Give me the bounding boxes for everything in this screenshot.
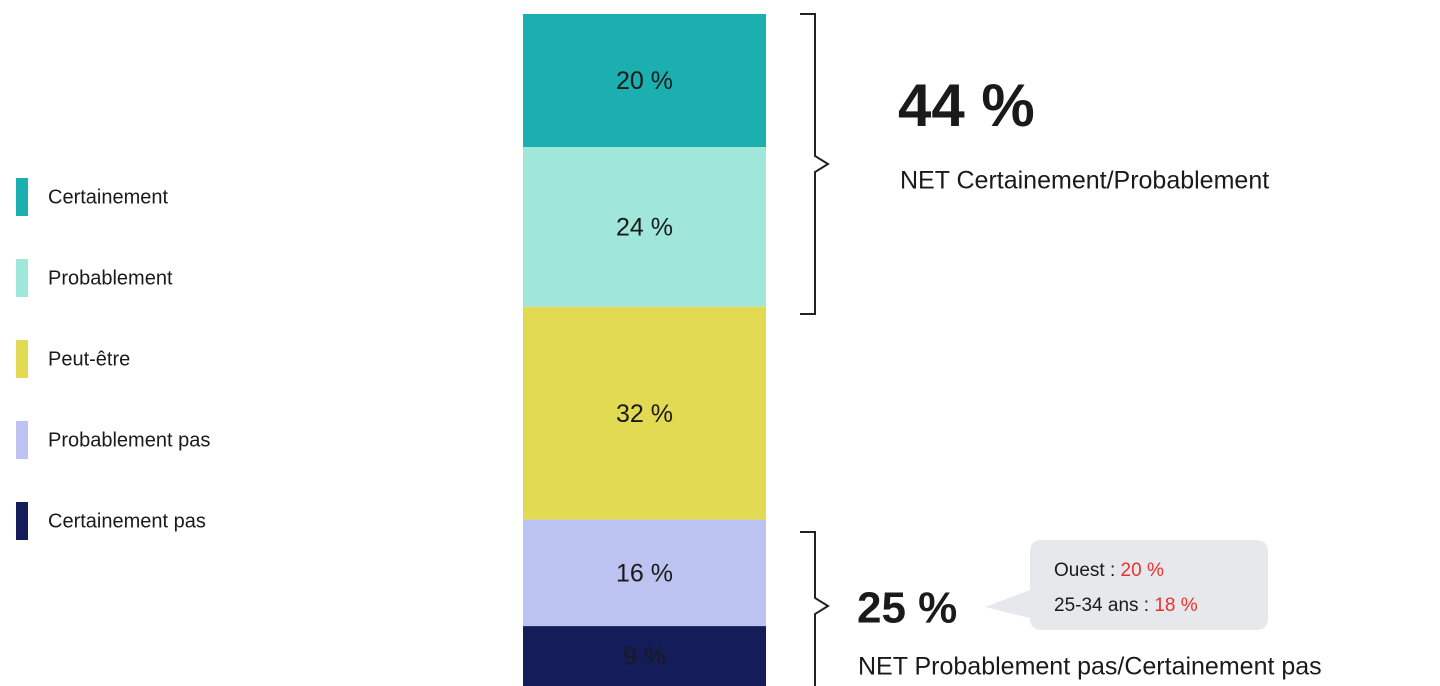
callout-label: 25-34 ans :: [1054, 595, 1149, 616]
value-label: 24 %: [616, 214, 673, 242]
legend-swatch: [16, 178, 28, 216]
value-label: 32 %: [616, 400, 673, 428]
value-label: 16 %: [616, 560, 673, 588]
callout-box: [985, 540, 1268, 630]
value-label: 9 %: [623, 643, 666, 671]
callout-value: 20 %: [1121, 560, 1164, 581]
bar-segment: [523, 147, 766, 307]
callout-value: 18 %: [1154, 595, 1197, 616]
bar-segment: [523, 14, 766, 148]
legend-swatch: [16, 340, 28, 378]
bar-segment: [523, 306, 766, 520]
legend-label: Certainement pas: [48, 510, 206, 532]
net-value: 25 %: [857, 584, 957, 633]
net-label: NET Certainement/Probablement: [900, 167, 1269, 195]
legend-label: Probablement pas: [48, 429, 210, 451]
value-label: 20 %: [616, 67, 673, 95]
callout-label: Ouest :: [1054, 560, 1115, 581]
legend-swatch: [16, 259, 28, 297]
bracket-top: [800, 13, 830, 315]
legend-swatch: [16, 421, 28, 459]
bar-segment: [523, 626, 766, 686]
callout-line: 25-34 ans : 18 %: [1054, 595, 1198, 616]
net-value: 44 %: [898, 72, 1035, 139]
callout-line: Ouest : 20 %: [1054, 560, 1164, 581]
legend-swatch: [16, 502, 28, 540]
net-label: NET Probablement pas/Certainement pas: [858, 653, 1322, 681]
bracket-bottom: [800, 531, 830, 686]
legend-label: Certainement: [48, 186, 169, 208]
bar-segment: [523, 519, 766, 627]
legend-label: Probablement: [48, 267, 173, 289]
legend-label: Peut-être: [48, 348, 130, 370]
